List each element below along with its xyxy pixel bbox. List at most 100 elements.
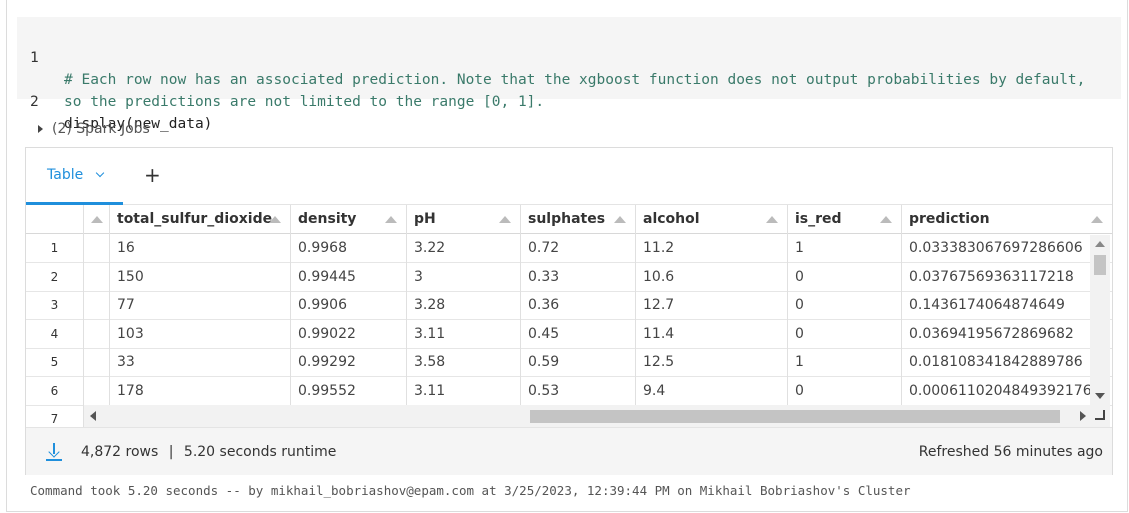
- row-number: 3: [26, 291, 84, 320]
- table-cell: 0.99292: [291, 348, 407, 377]
- table-cell: 0.9906: [291, 291, 407, 320]
- table-cell: 16: [110, 234, 291, 263]
- column-header-sulphates[interactable]: sulphates: [521, 205, 636, 234]
- sort-icon[interactable]: [1091, 216, 1103, 223]
- row-gutter: [84, 319, 110, 349]
- result-footer: 4,872 rows | 5.20 seconds runtime Refres…: [26, 427, 1112, 475]
- data-table: total_sulfur_dioxide density pH sulphate…: [26, 205, 1112, 427]
- table-cell: 0.03694195672869682: [909, 325, 1074, 342]
- sort-icon[interactable]: [766, 216, 778, 223]
- table-cell: 9.4: [636, 376, 788, 406]
- column-header-label: is_red: [795, 211, 842, 227]
- table-row: 3 77 0.9906 3.28 0.36 12.7 0 0.1436174064874649: [26, 291, 1112, 320]
- sort-icon[interactable]: [880, 216, 892, 223]
- add-visualization-button[interactable]: +: [144, 163, 161, 187]
- column-header-density[interactable]: density: [291, 205, 407, 234]
- column-header-label: sulphates: [528, 211, 606, 227]
- resize-corner-icon: [1095, 410, 1105, 420]
- table-cell: 0: [788, 319, 902, 349]
- column-header-ph[interactable]: pH: [407, 205, 521, 234]
- expand-triangle-icon: [38, 125, 43, 133]
- row-gutter: [84, 291, 110, 320]
- table-cell: 12.7: [636, 291, 788, 320]
- tab-table-label: Table: [47, 167, 84, 183]
- row-number: 7: [26, 405, 84, 427]
- sort-icon[interactable]: [385, 216, 397, 223]
- stats-separator: |: [168, 444, 174, 460]
- table-cell: 178: [110, 376, 291, 406]
- table-cell: 3.28: [407, 291, 521, 320]
- column-header-total-sulfur-dioxide[interactable]: total_sulfur_dioxide: [110, 205, 291, 234]
- table-cell: 11.2: [636, 234, 788, 263]
- table-cell: 0.99445: [291, 262, 407, 292]
- table-cell: 12.5: [636, 348, 788, 377]
- result-tabbar: Table +: [26, 148, 1112, 205]
- row-gutter: [84, 348, 110, 377]
- table-cell: 0.53: [521, 376, 636, 406]
- table-cell: 0.45: [521, 319, 636, 349]
- table-cell: 0.03767569363117218: [909, 268, 1074, 285]
- scroll-down-icon[interactable]: [1095, 393, 1105, 399]
- download-icon[interactable]: [46, 443, 62, 461]
- vertical-scrollbar[interactable]: [1090, 235, 1110, 405]
- column-header-label: total_sulfur_dioxide: [117, 211, 273, 227]
- table-row: 5 33 0.99292 3.58 0.59 12.5 1 0.018108341842889…: [26, 348, 1112, 377]
- column-header-label: prediction: [909, 211, 990, 227]
- table-cell: 33: [110, 348, 291, 377]
- table-row: 1 16 0.9968 3.22 0.72 11.2 1 0.0333830676972866…: [26, 234, 1112, 263]
- column-header-alcohol[interactable]: alcohol: [636, 205, 788, 234]
- table-cell: 1: [788, 348, 902, 377]
- table-row: 2 150 0.99445 3 0.33 10.6 0 0.03767569363117218: [26, 262, 1112, 292]
- code-editor[interactable]: 1 # Each row now has an associated predi…: [17, 17, 1121, 132]
- scroll-up-icon[interactable]: [1095, 241, 1105, 247]
- index-column-header[interactable]: [84, 205, 110, 234]
- row-number: 5: [26, 348, 84, 377]
- row-number: 4: [26, 319, 84, 349]
- horizontal-scrollbar[interactable]: [84, 405, 1090, 427]
- table-cell: 150: [110, 262, 291, 292]
- table-cell: 3.58: [407, 348, 521, 377]
- table-cell: 0.1436174064874649: [909, 297, 1065, 313]
- vertical-scroll-thumb[interactable]: [1094, 255, 1106, 275]
- resize-handle[interactable]: [1090, 405, 1110, 427]
- sort-icon[interactable]: [269, 216, 281, 223]
- code-comment: # Each row now has an associated predict…: [64, 72, 1086, 88]
- sort-icon[interactable]: [614, 216, 626, 223]
- scroll-left-icon[interactable]: [90, 411, 96, 421]
- column-header-label: pH: [414, 211, 436, 227]
- table-cell: 0.9968: [291, 234, 407, 263]
- table-row: 4 103 0.99022 3.11 0.45 11.4 0 0.03694195672869…: [26, 319, 1112, 349]
- table-cell: 1: [788, 234, 902, 263]
- table-cell: 3.22: [407, 234, 521, 263]
- table-cell: 0: [788, 376, 902, 406]
- scroll-right-icon[interactable]: [1080, 411, 1086, 421]
- table-cell: 11.4: [636, 319, 788, 349]
- sort-icon[interactable]: [91, 216, 103, 223]
- table-cell: 103: [110, 319, 291, 349]
- horizontal-scroll-thumb[interactable]: [530, 410, 1060, 423]
- chevron-down-icon[interactable]: [95, 168, 105, 178]
- table-cell: 3.11: [407, 376, 521, 406]
- table-cell: 0: [788, 291, 902, 320]
- table-cell: 0.36: [521, 291, 636, 320]
- spark-jobs-toggle[interactable]: (2) Spark Jobs: [38, 121, 150, 137]
- row-number: 1: [26, 234, 84, 263]
- line-number: 1: [30, 50, 39, 66]
- column-header-prediction[interactable]: prediction: [902, 205, 1112, 234]
- table-cell: 3: [407, 262, 521, 292]
- code-line-2: 2 display(new_data): [17, 69, 212, 157]
- results-panel: Table + total_sulfur_dioxide density pH …: [25, 147, 1113, 475]
- code-line-1: 1 # Each row now has an associated predi…: [17, 25, 1085, 113]
- table-cell: 77: [110, 291, 291, 320]
- column-header-is-red[interactable]: is_red: [788, 205, 902, 234]
- table-cell: 10.6: [636, 262, 788, 292]
- row-count: 4,872 rows: [81, 444, 159, 460]
- result-stats: 4,872 rows | 5.20 seconds runtime: [81, 428, 336, 476]
- row-number: 6: [26, 376, 84, 406]
- table-header-row: total_sulfur_dioxide density pH sulphate…: [26, 205, 1112, 234]
- tab-table[interactable]: Table: [26, 148, 123, 205]
- code-line-1-wrap: so the predictions are not limited to th…: [17, 47, 544, 135]
- sort-icon[interactable]: [499, 216, 511, 223]
- line-number: 2: [30, 94, 39, 110]
- table-cell: 0.99022: [291, 319, 407, 349]
